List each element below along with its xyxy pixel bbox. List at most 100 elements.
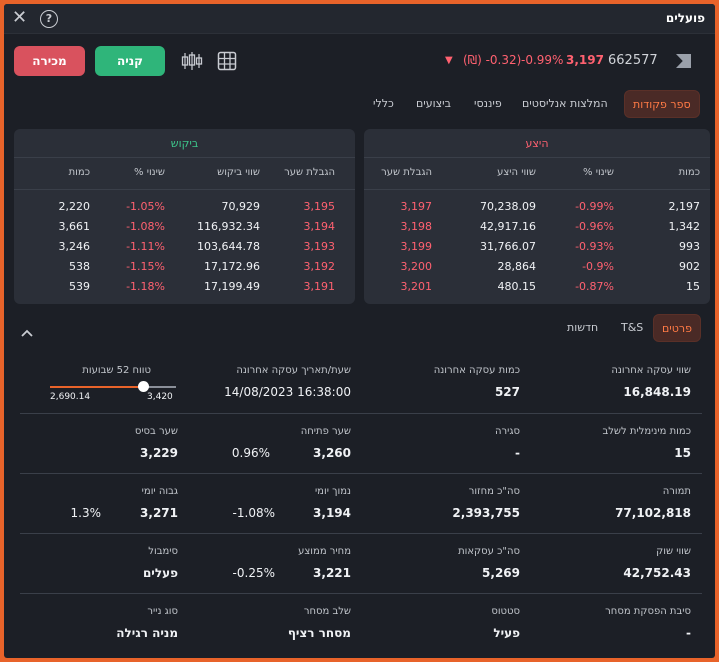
- bid-row[interactable]: 3,194 116,932.34 -1.08% 3,661: [14, 220, 355, 240]
- bid-pct: -1.11%: [126, 240, 165, 253]
- quote-symbol-id: 662577: [608, 53, 658, 68]
- value-avg-price: 3,221: [313, 566, 351, 580]
- label-total-volume: סה"כ מחזור: [468, 486, 520, 497]
- value-day-high-change: 1.3%: [70, 506, 102, 520]
- table-grid-icon[interactable]: [217, 51, 237, 71]
- value-opening-change: 0.96%: [231, 446, 270, 460]
- label-last-trade-value: שווי עסקה אחרונה: [611, 365, 691, 376]
- ask-row[interactable]: 902 -0.9% 28,864 3,200: [364, 260, 710, 280]
- value-closing: -: [515, 446, 520, 460]
- label-last-trade-qty: כמות עסקה אחרונה: [433, 365, 520, 376]
- label-day-low: נמוך יומי: [314, 486, 351, 497]
- label-day-high: גבוה יומי: [141, 486, 178, 497]
- ask-row[interactable]: 993 -0.93% 31,766.07 3,199: [364, 240, 710, 260]
- candlestick-chart-icon[interactable]: [181, 51, 203, 71]
- value-market-value: 42,752.43: [623, 566, 691, 580]
- value-total-trades: 5,269: [482, 566, 520, 580]
- details-tabs: פרטים T&S חדשות: [4, 314, 715, 344]
- value-day-low-change: -1.08%: [232, 506, 275, 520]
- ask-value: 31,766.07: [480, 240, 536, 253]
- ask-limit: 3,198: [400, 220, 433, 233]
- label-min-qty: כמות מינימלית לשלב: [602, 426, 691, 437]
- tab-details[interactable]: פרטים: [653, 314, 701, 342]
- value-security-type: מניה רגילה: [116, 626, 178, 640]
- ask-pct: -0.99%: [575, 200, 614, 213]
- value-last-trade-qty: 527: [494, 385, 520, 399]
- value-avg-price-change: -0.25%: [232, 566, 275, 580]
- bid-value: 103,644.78: [197, 240, 260, 253]
- ask-qty: 993: [679, 240, 700, 253]
- tab-performance[interactable]: ביצועים: [416, 97, 451, 110]
- ask-pct: -0.9%: [582, 260, 614, 273]
- label-base: שער בסיס: [134, 426, 178, 437]
- label-symbol: סימבול: [148, 546, 178, 557]
- close-icon[interactable]: ✕: [12, 7, 28, 28]
- tab-analyst-recommendations[interactable]: המלצות אנליסטים: [522, 97, 608, 110]
- ask-row[interactable]: 2,197 -0.99% 70,238.09 3,197: [364, 200, 710, 220]
- label-halt-reason: סיבת הפסקת מסחר: [605, 606, 691, 617]
- quote-change: (₪) -0.32): [463, 53, 522, 67]
- bid-pct: -1.08%: [126, 220, 165, 233]
- ask-header-limit: הגבלת שער: [381, 167, 432, 178]
- ask-title: היצע: [525, 137, 549, 150]
- tab-general[interactable]: כללי: [373, 97, 394, 110]
- ask-qty: 902: [679, 260, 700, 273]
- tab-order-book[interactable]: ספר פקודות: [624, 90, 700, 118]
- ask-value: 480.15: [497, 280, 537, 293]
- bid-qty: 538: [69, 260, 90, 273]
- ask-limit: 3,199: [400, 240, 433, 253]
- quote-pct-change: -0.99%: [521, 53, 564, 67]
- ask-pct: -0.93%: [575, 240, 614, 253]
- value-last-trade-value: 16,848.19: [623, 385, 691, 399]
- window-title: פועלים: [665, 11, 705, 25]
- range-52-week-track: [50, 386, 176, 388]
- value-halt-reason: -: [686, 626, 691, 640]
- bid-title: ביקוש: [170, 137, 199, 150]
- divider: [20, 593, 702, 594]
- sell-button[interactable]: מכירה: [14, 46, 85, 76]
- bid-row[interactable]: 3,192 17,172.96 -1.15% 538: [14, 260, 355, 280]
- bid-pct: -1.15%: [126, 260, 165, 273]
- bid-value: 70,929: [221, 200, 261, 213]
- value-day-high: 3,271: [140, 506, 178, 520]
- tab-financial[interactable]: פיננסי: [474, 97, 502, 110]
- label-total-trades: סה"כ עסקאות: [458, 546, 520, 557]
- divider: [20, 533, 702, 534]
- bid-limit: 3,192: [303, 260, 336, 273]
- value-total-volume: 2,393,755: [452, 506, 520, 520]
- range-52-week-remaining: [144, 386, 176, 388]
- ask-panel: היצע כמות % שינוי שווי היצע הגבלת שער 2,…: [364, 129, 710, 304]
- ask-value: 70,238.09: [480, 200, 536, 213]
- ask-header-value: שווי היצע: [497, 167, 536, 178]
- bid-limit: 3,195: [303, 200, 336, 213]
- bid-qty: 539: [69, 280, 90, 293]
- flag-icon[interactable]: [676, 54, 691, 68]
- bid-row[interactable]: 3,195 70,929 -1.05% 2,220: [14, 200, 355, 220]
- ask-row[interactable]: 1,342 -0.96% 42,917.16 3,198: [364, 220, 710, 240]
- bid-limit: 3,193: [303, 240, 336, 253]
- ask-row[interactable]: 15 -0.87% 480.15 3,201: [364, 280, 710, 300]
- bid-row[interactable]: 3,193 103,644.78 -1.11% 3,246: [14, 240, 355, 260]
- value-trade-phase: מסחר רציף: [287, 626, 351, 640]
- bid-header-value: שווי ביקוש: [217, 167, 260, 178]
- label-turnover: תמורה: [662, 486, 691, 497]
- ask-qty: 1,342: [668, 220, 701, 233]
- label-52-week-range: טווח 52 שבועות: [82, 365, 151, 376]
- bid-value: 116,932.34: [197, 220, 260, 233]
- value-last-trade-time: 14/08/2023 16:38:00: [224, 385, 351, 399]
- ask-header-qty: כמות: [678, 167, 700, 178]
- label-opening: שער פתיחה: [300, 426, 351, 437]
- bid-header-qty: כמות: [68, 167, 90, 178]
- bid-row[interactable]: 3,191 17,199.49 -1.18% 539: [14, 280, 355, 300]
- buy-button[interactable]: קניה: [95, 46, 165, 76]
- bid-qty: 2,220: [58, 200, 91, 213]
- range-52-week-high: 2,690.14: [50, 392, 91, 402]
- tab-time-and-sales[interactable]: T&S: [621, 321, 644, 334]
- bid-pct: -1.05%: [126, 200, 165, 213]
- help-icon[interactable]: ?: [40, 10, 58, 28]
- tab-news[interactable]: חדשות: [567, 321, 599, 334]
- chevron-up-icon[interactable]: [20, 326, 34, 340]
- ask-pct: -0.96%: [575, 220, 614, 233]
- bid-limit: 3,191: [303, 280, 336, 293]
- ask-pct: -0.87%: [575, 280, 614, 293]
